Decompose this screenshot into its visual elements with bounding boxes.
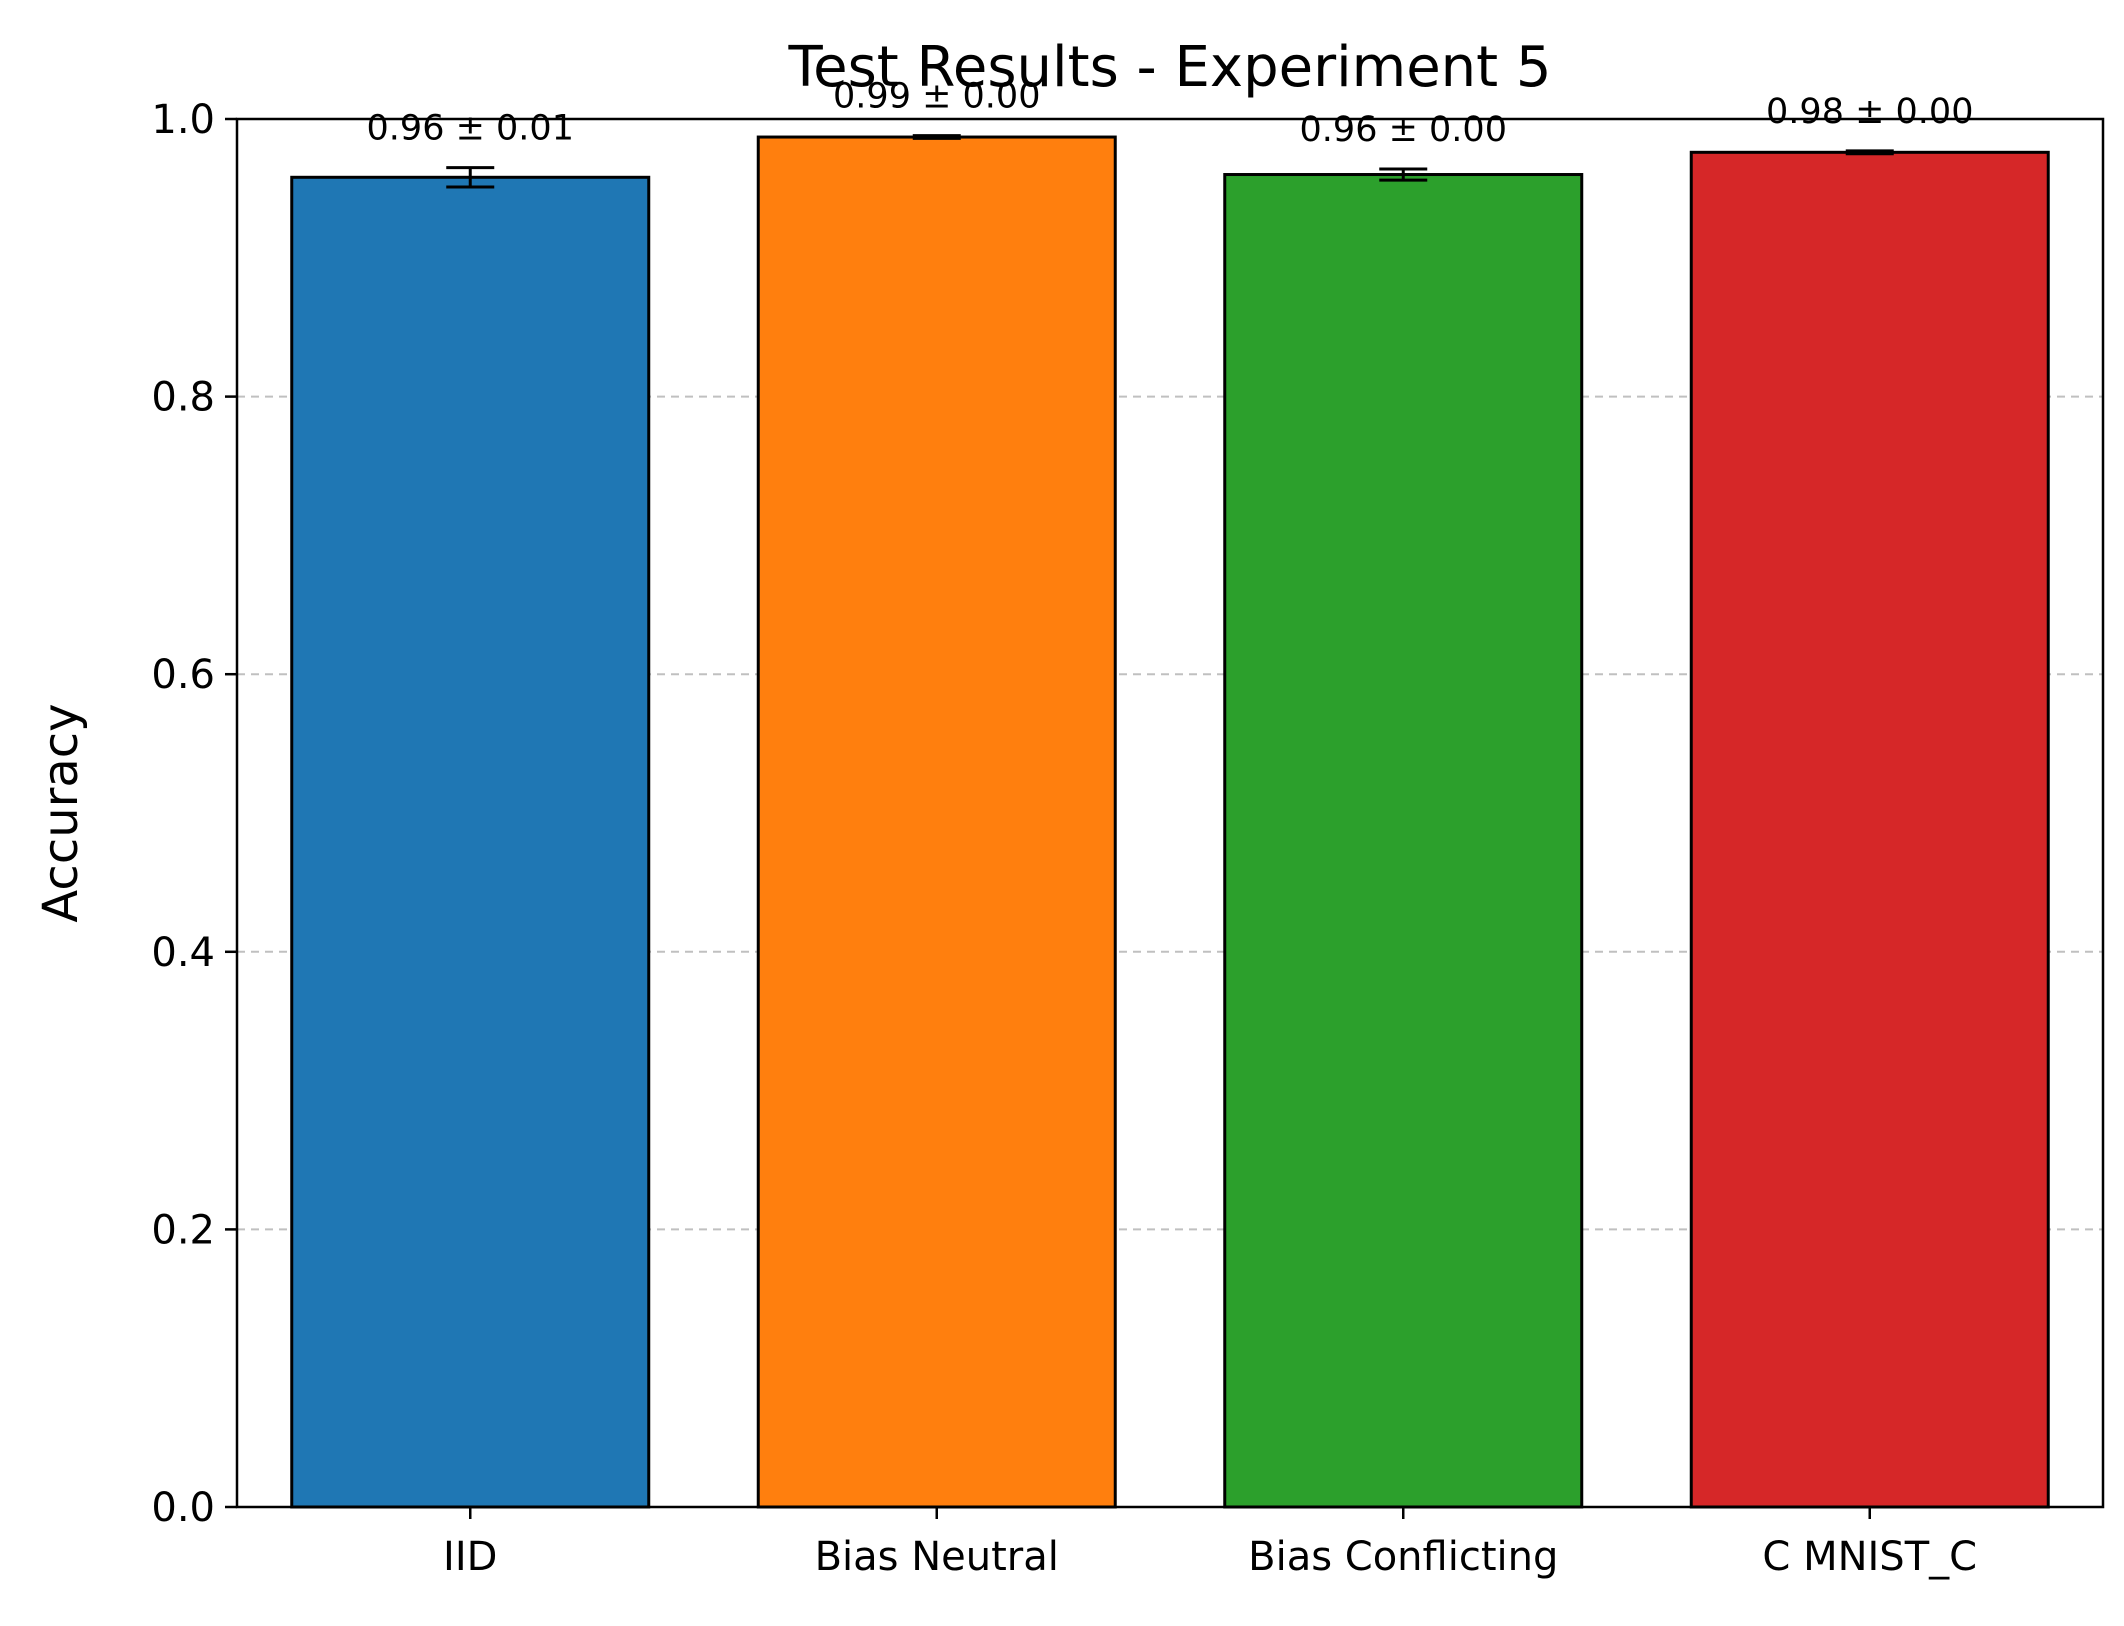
chart-title: Test Results - Experiment 5 [787,35,1551,100]
bar-bias-conflicting [1223,173,1584,1509]
bar-c-mnist-c [1689,150,2050,1509]
y-tick-label: 0.6 [151,652,215,698]
bar-value-label: 0.96 ± 0.01 [367,109,574,149]
plot-area-frame [235,117,2105,1509]
y-tick-label: 0.2 [151,1207,215,1253]
x-tick-label: Bias Neutral [815,1534,1059,1580]
bar-bias-neutral [756,135,1117,1509]
x-tick-label: IID [443,1534,497,1580]
bar-iid [290,175,651,1509]
y-tick-label: 1.0 [151,97,215,143]
y-axis-label: Accuracy [33,703,89,922]
y-tick-label: 0.0 [151,1485,215,1531]
y-tick-label: 0.4 [151,930,215,976]
bar-value-label: 0.96 ± 0.00 [1300,110,1507,150]
x-tick-label: C MNIST_C [1762,1534,1977,1580]
bar-value-label: 0.98 ± 0.00 [1766,92,1973,132]
x-tick-label: Bias Conflicting [1248,1534,1558,1580]
bar-value-label: 0.99 ± 0.00 [833,77,1040,117]
y-tick-label: 0.8 [151,375,215,421]
